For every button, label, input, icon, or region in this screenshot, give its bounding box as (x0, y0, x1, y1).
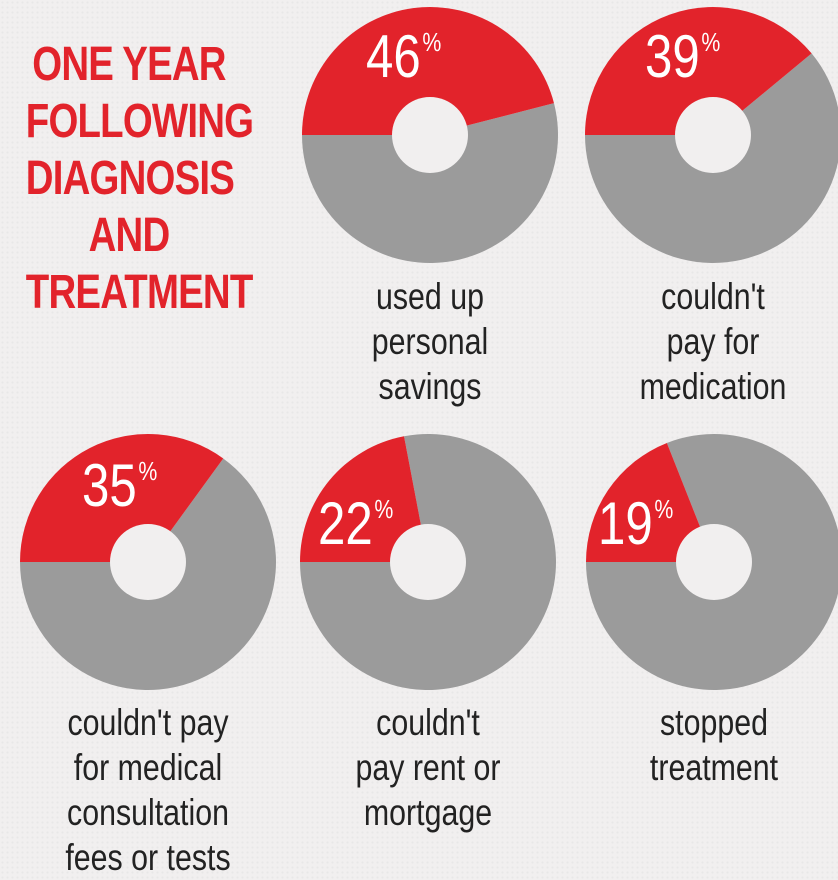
percent-slice (586, 442, 714, 562)
percent-slice (302, 7, 554, 135)
headline-line: ONE YEAR (32, 38, 226, 91)
donut-svg (586, 434, 838, 690)
caption-line: for medical (73, 747, 223, 788)
percent-slice (300, 436, 428, 562)
caption-line: medication (639, 366, 787, 407)
caption-line: savings (378, 366, 482, 407)
donut-chart-medication: 39% (583, 5, 838, 265)
percent-label: 35% (82, 452, 158, 519)
donut-hole (676, 524, 752, 600)
caption-line: stopped (660, 702, 768, 743)
caption-line: personal (371, 321, 489, 362)
donut-svg (20, 434, 277, 690)
headline-line: DIAGNOSIS (25, 152, 235, 205)
caption-rent: couldn't pay rent or mortgage (321, 700, 534, 835)
percent-label: 39% (645, 23, 721, 90)
caption-line: pay for (666, 321, 760, 362)
headline-line: FOLLOWING (25, 95, 254, 148)
percent-slice (20, 434, 224, 562)
caption-consultation: couldn't pay for medical consultation fe… (41, 700, 254, 880)
caption-line: fees or tests (65, 837, 231, 878)
headline-line: AND (88, 209, 171, 262)
remainder-slice (302, 103, 558, 263)
caption-line: couldn't (661, 276, 765, 317)
caption-line: pay rent or (355, 747, 501, 788)
donut-hole (675, 97, 751, 173)
donut-svg (300, 434, 556, 690)
donut-chart-rent: 22% (298, 432, 558, 692)
headline: ONE YEAR FOLLOWING DIAGNOSIS AND TREATME… (25, 36, 254, 321)
donut-hole (390, 524, 466, 600)
caption-line: couldn't (376, 702, 480, 743)
caption-treatment: stopped treatment (607, 700, 820, 790)
percent-label: 19% (598, 490, 674, 557)
remainder-slice (586, 434, 838, 690)
caption-line: couldn't pay (67, 702, 229, 743)
donut-hole (110, 524, 186, 600)
caption-line: consultation (67, 792, 229, 833)
caption-medication: couldn't pay for medication (606, 274, 819, 409)
caption-savings: used up personal savings (323, 274, 536, 409)
percent-label: 22% (318, 490, 394, 557)
caption-line: used up (376, 276, 484, 317)
donut-svg (302, 7, 558, 263)
donut-chart-consultation: 35% (18, 432, 278, 692)
donut-hole (392, 97, 468, 173)
donut-svg (585, 7, 838, 263)
caption-line: mortgage (363, 792, 493, 833)
percent-slice (585, 7, 812, 136)
percent-label: 46% (366, 23, 442, 90)
donut-chart-savings: 46% (300, 5, 560, 265)
donut-chart-treatment: 19% (584, 432, 838, 692)
headline-line: TREATMENT (25, 266, 254, 319)
caption-line: treatment (649, 747, 779, 788)
